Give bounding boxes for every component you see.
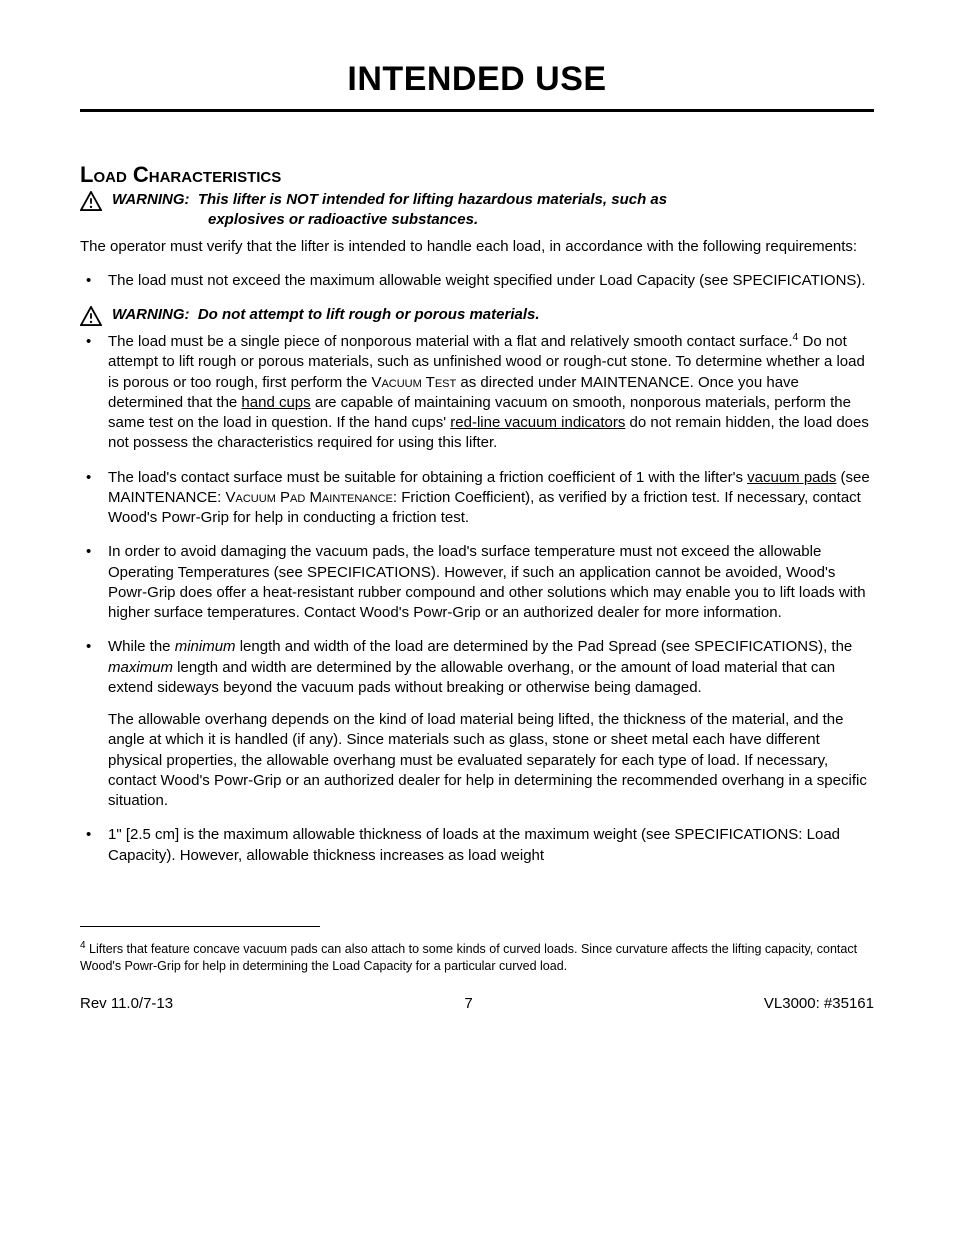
- warning-label: WARNING:: [112, 306, 190, 323]
- page-title: INTENDED USE: [80, 60, 874, 99]
- minimum: minimum: [175, 638, 236, 655]
- warning-line1: This lifter is NOT intended for lifting …: [198, 191, 667, 208]
- vacuum-pads: vacuum pads: [747, 469, 836, 486]
- intro-paragraph: The operator must verify that the lifter…: [80, 237, 874, 257]
- warning-icon: [80, 306, 102, 326]
- list-item: The load must not exceed the maximum all…: [80, 271, 874, 291]
- maximum: maximum: [108, 659, 173, 676]
- footer-center: 7: [464, 995, 472, 1012]
- list-item: While the minimum length and width of th…: [80, 637, 874, 811]
- warning-body: Do not attempt to lift rough or porous m…: [198, 306, 540, 323]
- list-item: 1" [2.5 cm] is the maximum allowable thi…: [80, 825, 874, 866]
- text: length and width are determined by the a…: [108, 659, 835, 696]
- text: While the: [108, 638, 175, 655]
- text: length and width of the load are determi…: [236, 638, 853, 655]
- footer-right: VL3000: #35161: [764, 995, 874, 1012]
- warning-block-2: WARNING: Do not attempt to lift rough or…: [80, 305, 874, 326]
- footer-left: Rev 11.0/7-13: [80, 995, 173, 1012]
- footnote-text: Lifters that feature concave vacuum pads…: [80, 942, 857, 973]
- list-item: The load's contact surface must be suita…: [80, 468, 874, 529]
- vacuum-pad-maintenance: Vacuum Pad Maintenance: [226, 489, 393, 506]
- page-footer: Rev 11.0/7-13 7 VL3000: #35161: [80, 995, 874, 1012]
- warning-text-2: WARNING: Do not attempt to lift rough or…: [112, 305, 540, 325]
- warning-line2: explosives or radioactive substances.: [112, 210, 667, 230]
- footnote-rule: [80, 926, 320, 927]
- bullet-list: The load must not exceed the maximum all…: [80, 271, 874, 291]
- list-item: The load must be a single piece of nonpo…: [80, 332, 874, 454]
- warning-block-1: WARNING: This lifter is NOT intended for…: [80, 190, 874, 231]
- hand-cups: hand cups: [241, 394, 310, 411]
- warning-text-1: WARNING: This lifter is NOT intended for…: [112, 190, 667, 231]
- redline-indicators: red-line vacuum indicators: [450, 414, 625, 431]
- section-heading: Load Characteristics: [80, 162, 874, 188]
- text: The load must be a single piece of nonpo…: [108, 333, 793, 350]
- bullet-list-2: The load must be a single piece of nonpo…: [80, 332, 874, 866]
- vacuum-test: Vacuum Test: [371, 374, 456, 391]
- footnote: 4 Lifters that feature concave vacuum pa…: [80, 941, 874, 975]
- warning-icon: [80, 191, 102, 211]
- sub-paragraph: The allowable overhang depends on the ki…: [108, 710, 874, 811]
- title-rule: [80, 109, 874, 112]
- text: The load's contact surface must be suita…: [108, 469, 747, 486]
- list-item: In order to avoid damaging the vacuum pa…: [80, 542, 874, 623]
- warning-label: WARNING:: [112, 191, 190, 208]
